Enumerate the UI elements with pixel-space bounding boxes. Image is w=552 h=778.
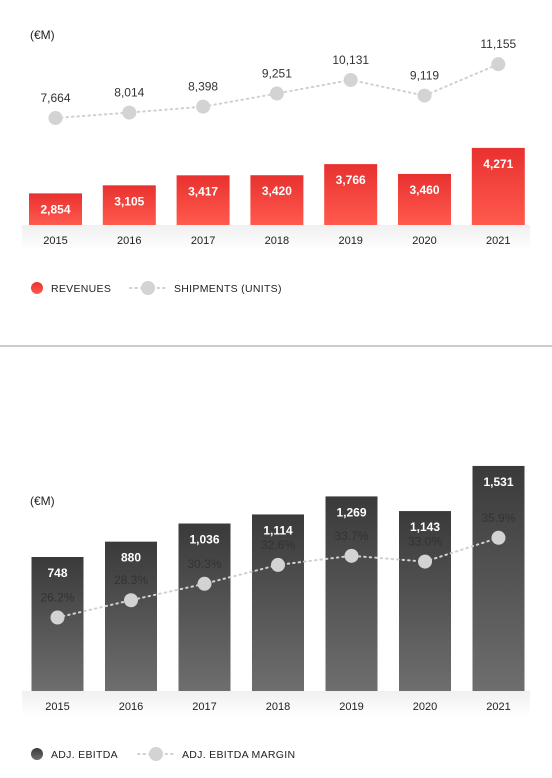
line-value-label: 8,398 [188, 80, 218, 94]
bar-value-label: 748 [47, 566, 67, 580]
x-tick-2016: 2016 [119, 701, 143, 713]
bar-value-label: 3,105 [114, 194, 144, 208]
bar-value-label: 3,460 [409, 183, 439, 197]
bar-2021 [471, 147, 525, 225]
bar-2016 [105, 541, 157, 691]
x-tick-2017: 2017 [191, 235, 215, 247]
line-point-2021 [491, 530, 506, 545]
line-value-label: 7,664 [40, 91, 70, 105]
x-tick-2019: 2019 [338, 235, 362, 247]
line-point-2020 [418, 554, 432, 569]
legend-label-adj-ebitda-margin: ADJ. EBITDA MARGIN [182, 749, 295, 761]
x-tick-2015: 2015 [43, 235, 67, 247]
legend-marker-revenues [31, 282, 43, 294]
line-value-label: 30.3% [187, 557, 221, 571]
line-point-2017 [196, 99, 211, 114]
ebitda-margin-line: 26.2% 28.3% 30.3% 32.6% 33.7% 33.0% 35.9% [40, 511, 516, 625]
line-point-2020 [417, 88, 432, 103]
line-value-label: 26.2% [40, 591, 74, 605]
line-value-label: 9,119 [410, 69, 439, 83]
x-tick-2016: 2016 [117, 235, 141, 247]
line-point-2015 [50, 610, 65, 625]
line-value-label: 8,014 [114, 86, 144, 100]
line-point-2018 [269, 86, 284, 101]
bar-value-label: 1,143 [410, 520, 440, 534]
bar-value-label: 1,531 [483, 475, 513, 489]
legend-marker-adj-ebitda-margin [149, 747, 163, 761]
bar-value-label: 880 [121, 551, 141, 565]
line-point-2021 [491, 57, 506, 72]
shipments-line: 7,664 8,014 8,398 9,251 10,131 9,119 11,155 [40, 37, 517, 125]
bar-2019 [324, 164, 378, 225]
line-value-label: 33.7% [334, 529, 368, 543]
bar-2017 [178, 523, 231, 691]
bar-value-label: 3,420 [262, 184, 292, 198]
bar-value-label: 4,271 [483, 157, 513, 171]
line-point-2019 [344, 548, 359, 563]
x-tick-2021: 2021 [486, 235, 510, 247]
axis-band [22, 225, 530, 251]
bar-value-label: 3,766 [336, 173, 366, 187]
ebitda-bars: 748 880 1,036 1,114 1,269 1,143 1,531 [31, 465, 525, 691]
line-value-label: 35.9% [481, 511, 515, 525]
line-value-label: 32.6% [261, 538, 295, 552]
revenue-bars: 2,854 3,105 3,417 3,420 3,766 3,460 4,271 [29, 147, 525, 225]
bar-value-label: 3,417 [188, 184, 218, 198]
bar-2020 [398, 173, 451, 225]
line-point-2015 [48, 111, 63, 125]
legend: REVENUES SHIPMENTS (UNITS) [31, 281, 282, 295]
x-tick-2020: 2020 [413, 701, 437, 713]
x-tick-2018: 2018 [265, 235, 289, 247]
unit-label: (€M) [30, 28, 55, 42]
legend-label-shipments: SHIPMENTS (UNITS) [174, 283, 282, 295]
bar-2019 [325, 496, 378, 691]
axis-band [22, 691, 530, 717]
x-tick-2015: 2015 [45, 701, 69, 713]
line-value-label: 10,131 [332, 53, 369, 67]
line-value-label: 33.0% [408, 535, 442, 549]
bar-2020 [399, 511, 451, 691]
x-tick-2020: 2020 [412, 235, 436, 247]
bar-value-label: 1,036 [189, 533, 219, 547]
legend-label-adj-ebitda: ADJ. EBITDA [51, 749, 118, 761]
x-tick-labels: 2015 2016 2017 2018 2019 2020 2021 [45, 701, 510, 713]
ebitda-chart: (€M) 748 880 1,036 1,114 1,269 1,143 1,531 26.… [22, 465, 530, 761]
x-tick-2019: 2019 [339, 701, 363, 713]
legend-label-revenues: REVENUES [51, 283, 111, 295]
bar-value-label: 2,854 [40, 202, 70, 216]
line-value-label: 11,155 [480, 37, 516, 51]
unit-label: (€M) [30, 494, 55, 508]
line-point-2016 [122, 105, 137, 120]
bar-2015 [29, 193, 82, 225]
line-value-label: 9,251 [262, 67, 292, 81]
x-tick-2017: 2017 [192, 701, 216, 713]
bar-2018 [252, 514, 304, 691]
bar-2016 [102, 185, 156, 225]
line-point-2017 [197, 576, 212, 591]
line-point-2019 [343, 72, 358, 87]
x-tick-2021: 2021 [486, 701, 510, 713]
bar-2017 [176, 175, 230, 225]
line-point-2016 [124, 593, 138, 608]
revenues-shipments-chart: (€M) 2,854 3,105 3,417 3,420 3,766 3,460 4,271… [22, 28, 530, 295]
bar-value-label: 1,114 [263, 523, 293, 537]
bar-2021 [472, 465, 525, 691]
line-value-label: 28.3% [114, 573, 148, 587]
legend-marker-adj-ebitda [31, 748, 43, 760]
bar-value-label: 1,269 [336, 505, 366, 519]
legend-marker-shipments [141, 281, 155, 295]
x-tick-labels: 2015 2016 2017 2018 2019 2020 2021 [43, 235, 510, 247]
legend: ADJ. EBITDA ADJ. EBITDA MARGIN [31, 747, 295, 761]
line-point-2018 [271, 557, 285, 572]
x-tick-2018: 2018 [266, 701, 290, 713]
bar-2018 [250, 175, 304, 225]
